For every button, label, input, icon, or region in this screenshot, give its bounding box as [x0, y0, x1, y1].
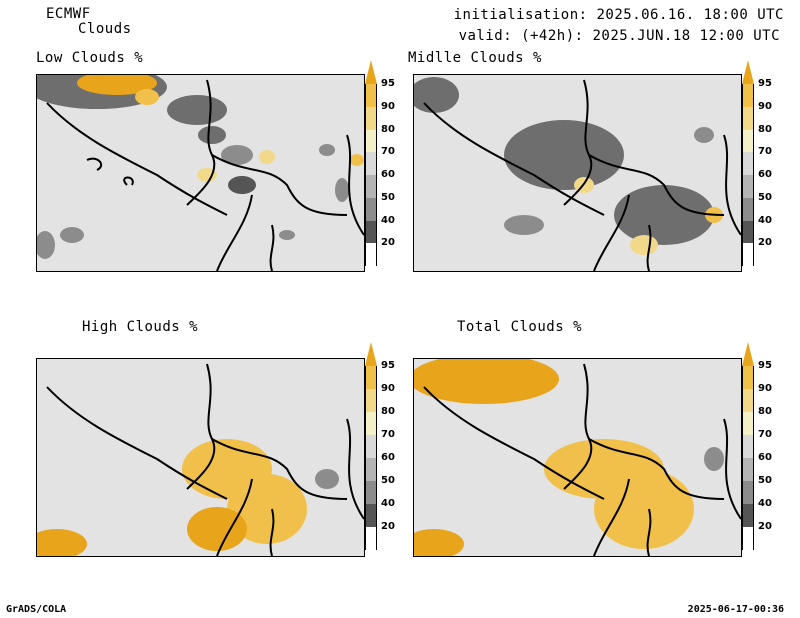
- colorbar-segment: [742, 481, 754, 504]
- colorbar-label: 20: [381, 521, 395, 532]
- colorbar-label: 40: [758, 214, 772, 226]
- colorbar-label: 90: [381, 100, 395, 112]
- colorbar-segment: [365, 366, 377, 389]
- colorbar-label: 40: [381, 214, 395, 226]
- colorbar-high: 95 90 80 70 60 50 40 20: [365, 342, 395, 574]
- colorbar-segment: [742, 197, 754, 221]
- valid-time: valid: (+42h): 2025.JUN.18 12:00 UTC: [458, 28, 780, 44]
- colorbar-segment: [365, 243, 377, 266]
- colorbar-label: 70: [381, 429, 395, 440]
- colorbar-label: 60: [758, 169, 772, 180]
- colorbar-segment: [365, 197, 377, 221]
- colorbar-segment: [742, 389, 754, 412]
- colorbar-top-triangle: [742, 60, 754, 84]
- colorbar-label: 40: [758, 498, 772, 509]
- colorbar-segment: [365, 435, 377, 458]
- colorbar-label: 50: [758, 191, 772, 203]
- panel-title-middle: Midlle Clouds %: [408, 50, 542, 66]
- colorbar-segment: [365, 412, 377, 435]
- colorbar-segment: [365, 220, 377, 244]
- borders-high: [46, 363, 364, 556]
- cloud-fields-middle: [414, 77, 723, 255]
- colorbar-label: 95: [758, 78, 772, 89]
- colorbar-segment: [365, 527, 377, 550]
- colorbar-label: 80: [381, 123, 395, 135]
- colorbar-top-triangle: [742, 342, 754, 366]
- panel-title-low: Low Clouds %: [36, 50, 144, 66]
- colorbar-segment: [365, 389, 377, 412]
- colorbar-label: 60: [758, 452, 772, 463]
- borders-middle: [423, 79, 741, 271]
- colorbar-label: 80: [381, 406, 395, 417]
- colorbar-label: 90: [381, 383, 395, 394]
- colorbar-label: 50: [381, 475, 395, 486]
- colorbar-label: 60: [381, 452, 395, 463]
- colorbar-label: 70: [758, 429, 772, 440]
- colorbar-segment: [365, 481, 377, 504]
- panel-title-high: High Clouds %: [82, 319, 199, 335]
- colorbar-segment: [365, 84, 377, 107]
- map-total-clouds: [413, 358, 742, 557]
- init-time: initialisation: 2025.06.16. 18:00 UTC: [453, 7, 784, 23]
- colorbar-label: 20: [758, 237, 772, 249]
- colorbar-segment: [365, 152, 377, 175]
- colorbar-middle: 95 90 80 70 60 50 40 20: [742, 60, 772, 290]
- source-label: ECMWF: [46, 6, 91, 22]
- panel-title-total: Total Clouds %: [457, 319, 583, 335]
- colorbar-segment: [742, 106, 754, 130]
- map-high-clouds: [36, 358, 365, 557]
- colorbar-segment: [365, 175, 377, 198]
- borders-total: [423, 363, 741, 556]
- footer-left: GrADS/COLA: [6, 604, 67, 615]
- colorbar-segment: [742, 243, 754, 266]
- colorbar-segment: [742, 435, 754, 458]
- colorbar-label: 95: [381, 360, 395, 371]
- colorbar-segment: [742, 129, 754, 153]
- colorbar-label: 20: [381, 237, 395, 249]
- colorbar-low: 95 90 80 70 60 50 40 20: [365, 60, 395, 290]
- footer-right: 2025-06-17-00:36: [687, 604, 784, 615]
- colorbar-segment: [365, 458, 377, 481]
- colorbar-label: 80: [758, 406, 772, 417]
- colorbar-label: 80: [758, 123, 772, 135]
- colorbar-top-triangle: [365, 60, 377, 84]
- colorbar-segment: [742, 220, 754, 244]
- colorbar-segment: [742, 504, 754, 527]
- cloud-fields-high: [37, 439, 339, 556]
- colorbar-segment: [365, 504, 377, 527]
- colorbar-segment: [742, 152, 754, 175]
- colorbar-label: 70: [758, 146, 772, 158]
- colorbar-segment: [365, 106, 377, 130]
- colorbar-label: 90: [758, 383, 772, 394]
- colorbar-label: 60: [381, 169, 395, 180]
- colorbar-label: 50: [381, 191, 395, 203]
- map-middle-clouds: [413, 74, 742, 272]
- cloud-fields-low: [37, 75, 364, 259]
- colorbar-label: 40: [381, 498, 395, 509]
- colorbar-total: 95 90 80 70 60 50 40 20: [742, 342, 772, 574]
- colorbar-segment: [365, 129, 377, 153]
- map-low-clouds: [36, 74, 365, 272]
- colorbar-label: 90: [758, 100, 772, 112]
- colorbar-label: 95: [758, 360, 772, 371]
- colorbar-label: 95: [381, 78, 395, 89]
- colorbar-segment: [742, 366, 754, 389]
- colorbar-segment: [742, 527, 754, 550]
- colorbar-top-triangle: [365, 342, 377, 366]
- borders-low: [46, 79, 364, 271]
- product-label: Clouds: [78, 21, 132, 37]
- colorbar-label: 20: [758, 521, 772, 532]
- colorbar-segment: [742, 412, 754, 435]
- colorbar-segment: [742, 175, 754, 198]
- cloud-fields-total: [414, 359, 724, 556]
- colorbar-segment: [742, 84, 754, 107]
- colorbar-segment: [742, 458, 754, 481]
- colorbar-label: 70: [381, 146, 395, 158]
- colorbar-label: 50: [758, 475, 772, 486]
